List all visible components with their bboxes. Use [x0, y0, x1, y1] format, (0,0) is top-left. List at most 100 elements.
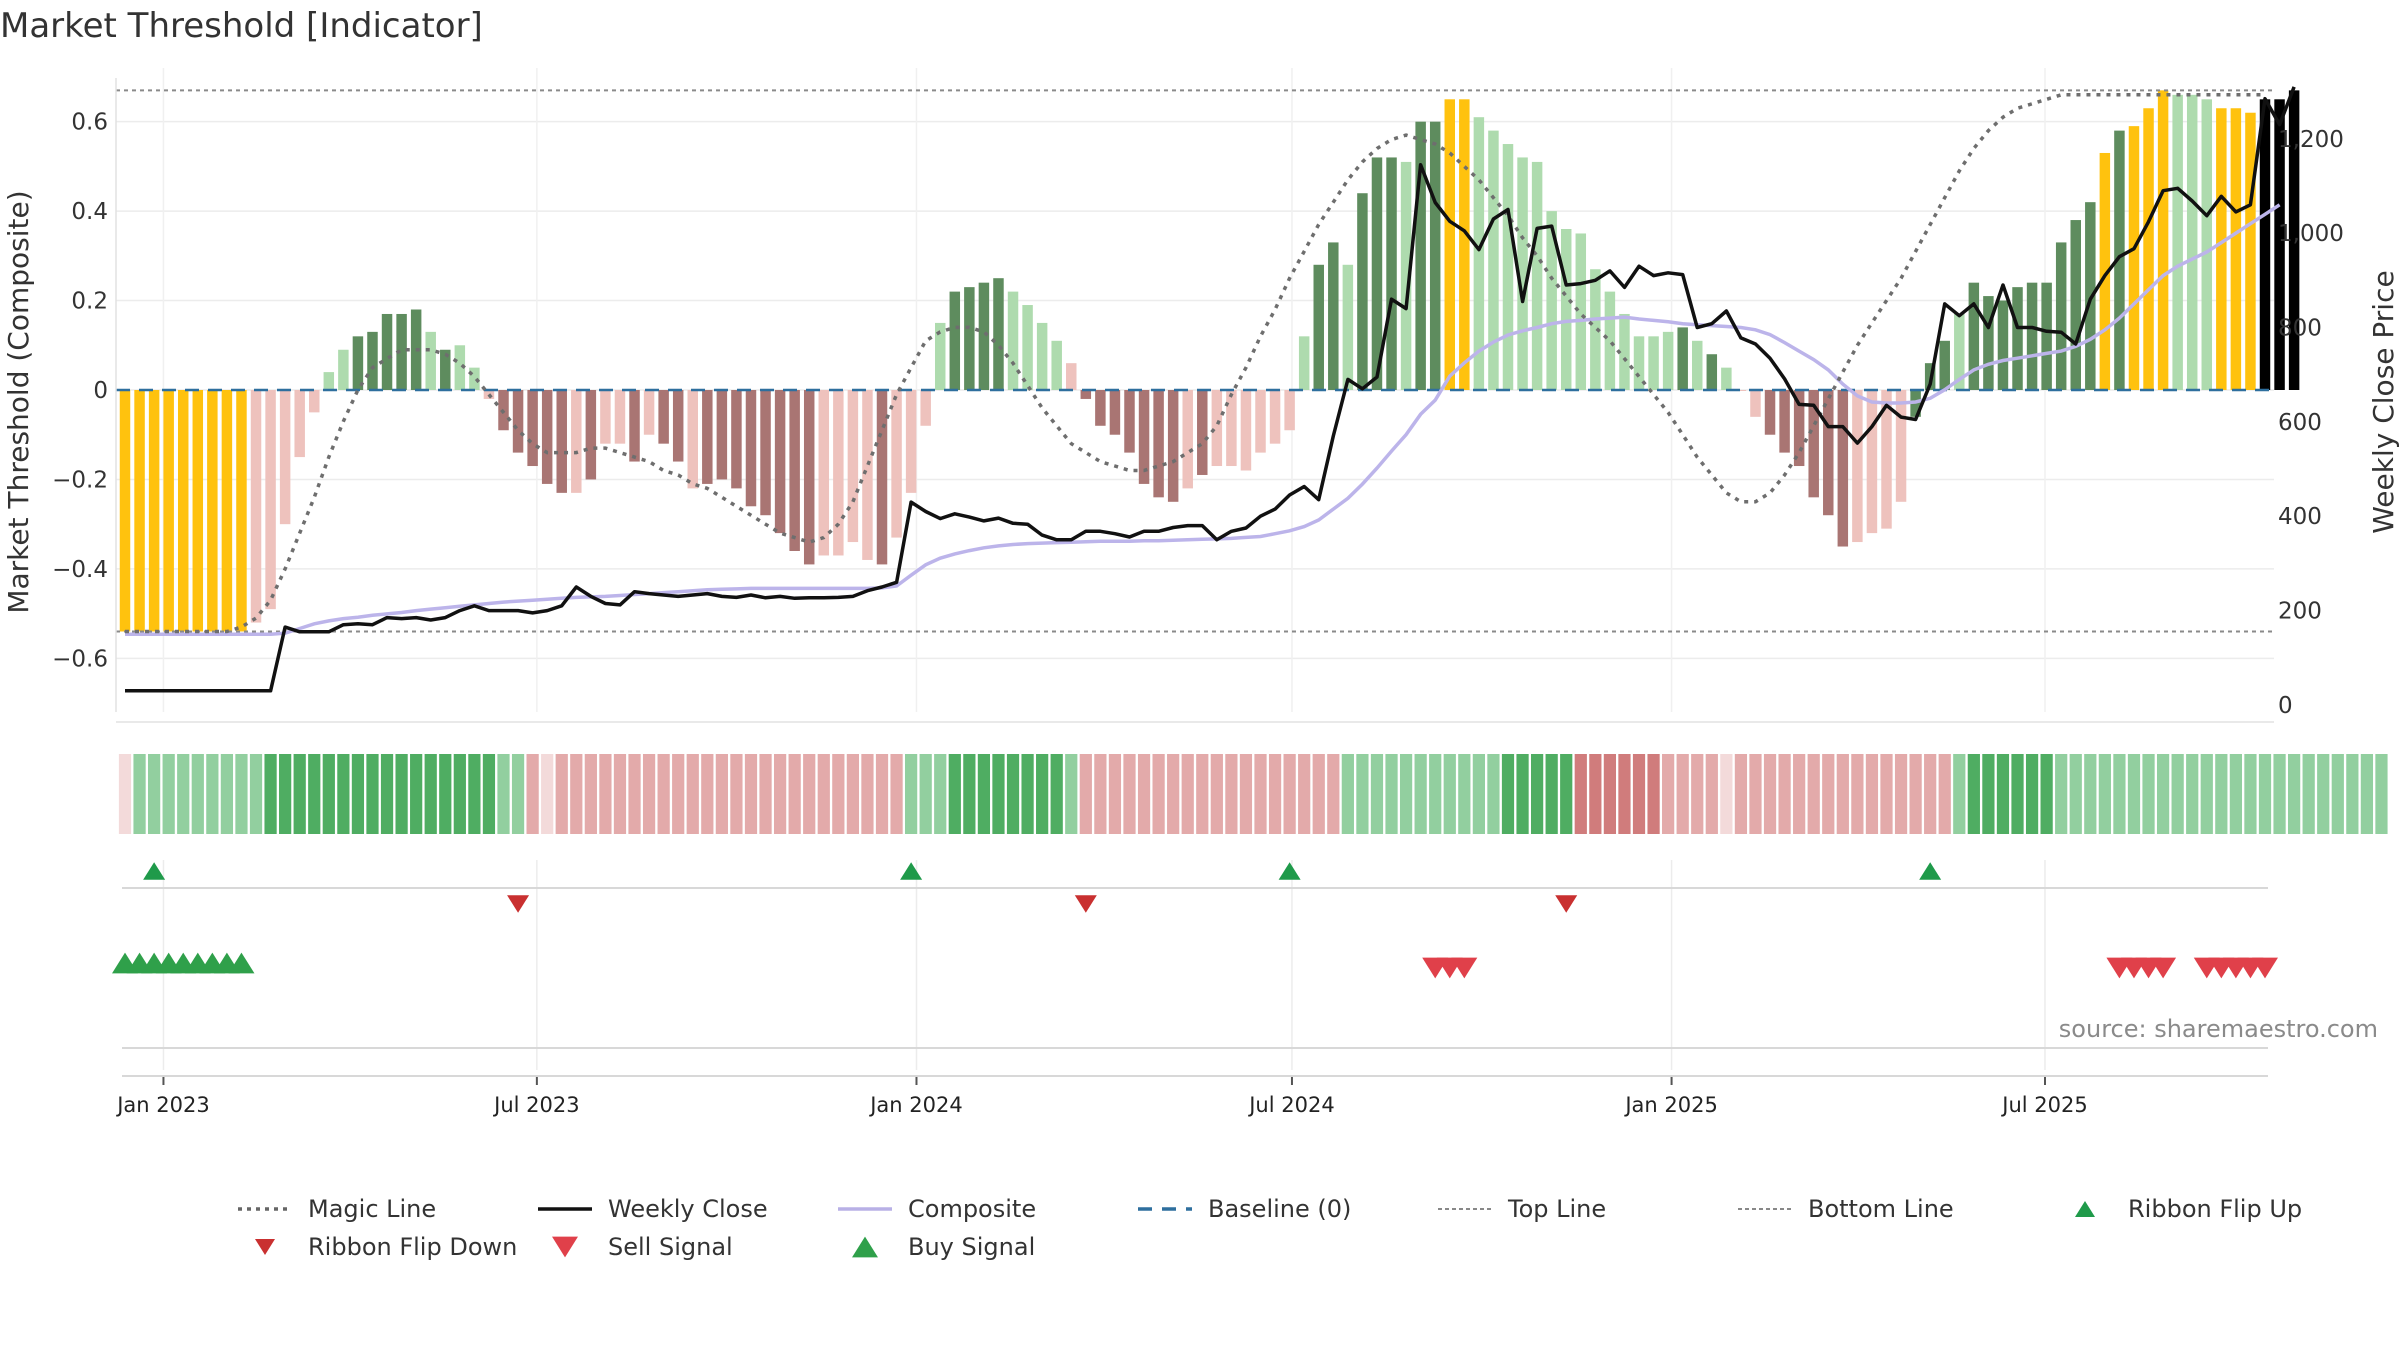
ribbon-cell	[701, 754, 714, 834]
composite-bar	[1750, 390, 1761, 417]
composite-bar	[891, 390, 902, 538]
ribbon-cell	[2025, 754, 2039, 834]
legend-marker	[852, 1236, 878, 1258]
composite-bar	[1298, 336, 1310, 390]
ribbon-cell	[2258, 754, 2272, 834]
composite-bar	[1051, 340, 1062, 390]
legend-item-buy-signal: Buy Signal	[836, 1232, 1035, 1262]
composite-bar	[833, 390, 844, 556]
ribbon-cell	[133, 754, 146, 834]
ribbon-cell	[992, 754, 1005, 834]
ribbon-cell	[1938, 754, 1951, 834]
ribbon-cell	[2011, 754, 2024, 834]
composite-bar	[541, 390, 553, 484]
composite-bar	[672, 390, 684, 462]
ribbon-cell	[2331, 754, 2344, 834]
ribbon-cell	[220, 754, 234, 834]
composite-bar	[396, 313, 407, 390]
ribbon-cell	[2244, 754, 2257, 834]
ribbon-cell	[1924, 754, 1937, 834]
ribbon-cell	[1399, 754, 1413, 834]
composite-bar	[920, 390, 931, 426]
ribbon-cell	[861, 754, 874, 834]
legend-swatch	[538, 1207, 592, 1211]
ribbon-cell	[1953, 754, 1966, 834]
ribbon-cell	[1443, 754, 1456, 834]
composite-bar	[1939, 340, 1950, 390]
ribbon-cell	[410, 754, 423, 834]
composite-bar	[250, 390, 262, 623]
ribbon-cell	[2273, 754, 2286, 834]
composite-bar	[964, 287, 975, 390]
composite-bar	[1895, 390, 1907, 502]
legend-marker	[255, 1239, 275, 1255]
legend-swatch	[552, 1236, 578, 1258]
ribbon-cell	[773, 754, 787, 834]
composite-bar	[440, 349, 451, 390]
x-tick-label: Jul 2024	[1247, 1093, 1334, 1117]
composite-bar	[367, 331, 378, 390]
composite-bar	[1721, 367, 1732, 390]
ribbon-cell	[1472, 754, 1485, 834]
legend-label: Buy Signal	[908, 1233, 1036, 1261]
ribbon-cell	[1720, 754, 1733, 834]
composite-bar	[1066, 363, 1077, 390]
y-axis-title: Market Threshold (Composite)	[2, 190, 35, 613]
ribbon-cell	[511, 754, 525, 834]
ribbon-cell	[1196, 754, 1209, 834]
composite-bar	[1531, 161, 1543, 390]
ribbon-cell	[2200, 754, 2213, 834]
ribbon-cell	[1647, 754, 1660, 834]
legend-swatch	[1138, 1207, 1192, 1211]
y2-tick-label: 800	[2278, 315, 2322, 341]
chart-title: Market Threshold [Indicator]	[0, 6, 483, 46]
ribbon-cell	[570, 754, 583, 834]
composite-bar	[1793, 390, 1805, 467]
ribbon-cell	[177, 754, 190, 834]
ribbon-cell	[1429, 754, 1442, 834]
legend-label: Baseline (0)	[1208, 1195, 1352, 1223]
y-tick-label: 0.2	[71, 289, 108, 315]
composite-bar	[177, 390, 189, 632]
ribbon-cell	[235, 754, 248, 834]
ribbon-cell	[1603, 754, 1617, 834]
sell-signal-marker	[2150, 957, 2177, 979]
composite-bar	[2114, 130, 2125, 390]
legend-item-magic-line: Magic Line	[236, 1194, 436, 1224]
ribbon-cell	[1036, 754, 1049, 834]
composite-bar	[1983, 296, 1994, 390]
ribbon-cell	[2055, 754, 2068, 834]
ribbon-cell	[1530, 754, 1544, 834]
ribbon-cell	[1356, 754, 1369, 834]
ribbon-cell	[1050, 754, 1063, 834]
legend-swatch	[852, 1236, 878, 1258]
ribbon-cell	[2098, 754, 2111, 834]
ribbon-cell	[2302, 754, 2315, 834]
composite-bar	[1269, 390, 1281, 444]
legend-swatch	[838, 1207, 892, 1211]
ribbon-cell	[1618, 754, 1631, 834]
ribbon-cell	[1516, 754, 1529, 834]
ribbon-cell	[249, 754, 263, 834]
ribbon-cell	[2375, 754, 2388, 834]
ribbon-cell	[672, 754, 685, 834]
composite-bar	[760, 390, 771, 516]
sell-signal-marker	[2252, 957, 2278, 979]
composite-bar	[2288, 90, 2300, 390]
y2-tick-label: 600	[2278, 410, 2322, 436]
composite-bar	[1284, 390, 1295, 431]
composite-bar	[1808, 390, 1819, 498]
ribbon-cell	[2317, 754, 2330, 834]
y-tick-label: −0.4	[52, 557, 108, 583]
ribbon-cell	[191, 754, 204, 834]
composite-bar	[1182, 390, 1193, 489]
ribbon-cell	[846, 754, 860, 834]
legend-swatch	[2075, 1201, 2095, 1217]
y2-tick-label: 1,200	[2278, 127, 2344, 153]
composite-bar	[2012, 287, 2023, 390]
ribbon-cell	[1967, 754, 1980, 834]
ribbon-cell	[322, 754, 335, 834]
composite-bar	[1080, 390, 1092, 399]
composite-bar	[818, 390, 830, 556]
composite-bar	[323, 372, 335, 390]
